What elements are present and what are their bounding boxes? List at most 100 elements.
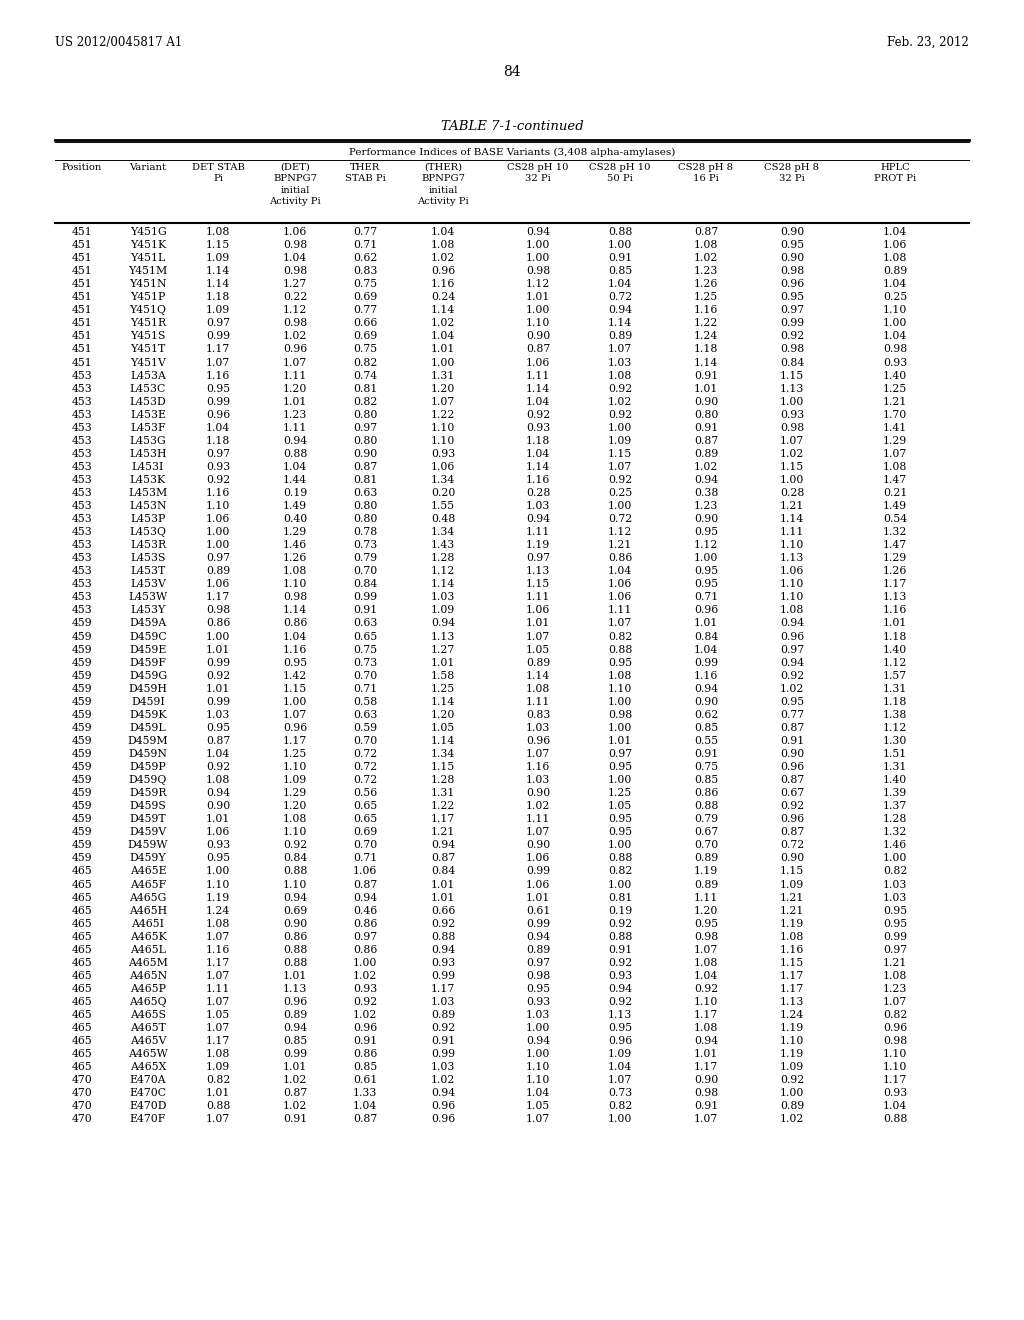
Text: 1.07: 1.07 (526, 828, 550, 837)
Text: US 2012/0045817 A1: US 2012/0045817 A1 (55, 36, 182, 49)
Text: 1.15: 1.15 (608, 449, 632, 459)
Text: 0.95: 0.95 (780, 240, 804, 249)
Text: 0.62: 0.62 (353, 253, 377, 263)
Text: 453: 453 (72, 579, 92, 589)
Text: 1.08: 1.08 (883, 253, 907, 263)
Text: 0.94: 0.94 (283, 436, 307, 446)
Text: 465: 465 (72, 958, 92, 968)
Text: 1.06: 1.06 (525, 606, 550, 615)
Text: 1.07: 1.07 (526, 631, 550, 642)
Text: 1.04: 1.04 (883, 1101, 907, 1111)
Text: 1.02: 1.02 (353, 970, 377, 981)
Text: 0.98: 0.98 (526, 267, 550, 276)
Text: 1.39: 1.39 (883, 788, 907, 799)
Text: 1.26: 1.26 (883, 566, 907, 577)
Text: 1.01: 1.01 (206, 1088, 230, 1098)
Text: 0.94: 0.94 (431, 619, 455, 628)
Text: 1.06: 1.06 (206, 828, 230, 837)
Text: 0.87: 0.87 (694, 227, 718, 238)
Text: 0.93: 0.93 (780, 409, 804, 420)
Text: 1.46: 1.46 (883, 841, 907, 850)
Text: 1.03: 1.03 (525, 775, 550, 785)
Text: 0.66: 0.66 (353, 318, 377, 329)
Text: 1.23: 1.23 (283, 409, 307, 420)
Text: D459A: D459A (129, 619, 167, 628)
Text: 0.96: 0.96 (431, 1101, 455, 1111)
Text: 1.40: 1.40 (883, 775, 907, 785)
Text: 1.20: 1.20 (283, 384, 307, 393)
Text: 1.17: 1.17 (431, 983, 455, 994)
Text: 0.96: 0.96 (608, 1036, 632, 1045)
Text: 1.42: 1.42 (283, 671, 307, 681)
Text: 1.20: 1.20 (431, 710, 456, 719)
Text: 1.00: 1.00 (608, 1114, 632, 1125)
Text: 1.12: 1.12 (694, 540, 718, 550)
Text: D459P: D459P (130, 762, 166, 772)
Text: 0.82: 0.82 (883, 1010, 907, 1020)
Text: 1.04: 1.04 (431, 331, 455, 342)
Text: 1.12: 1.12 (883, 723, 907, 733)
Text: 0.94: 0.94 (431, 945, 455, 954)
Text: 1.06: 1.06 (883, 240, 907, 249)
Text: 0.94: 0.94 (694, 1036, 718, 1045)
Text: 0.88: 0.88 (206, 1101, 230, 1111)
Text: 0.86: 0.86 (353, 919, 377, 929)
Text: 1.16: 1.16 (206, 488, 230, 498)
Text: 0.95: 0.95 (283, 657, 307, 668)
Text: CS28 pH 10
50 Pi: CS28 pH 10 50 Pi (589, 162, 650, 183)
Text: 1.07: 1.07 (694, 1114, 718, 1125)
Text: 0.88: 0.88 (283, 449, 307, 459)
Text: 1.14: 1.14 (206, 267, 230, 276)
Text: 459: 459 (72, 657, 92, 668)
Text: 0.82: 0.82 (353, 358, 377, 367)
Text: 0.82: 0.82 (608, 631, 632, 642)
Text: 84: 84 (503, 65, 521, 79)
Text: 0.95: 0.95 (780, 292, 804, 302)
Text: 1.04: 1.04 (526, 449, 550, 459)
Text: 0.28: 0.28 (525, 488, 550, 498)
Text: 459: 459 (72, 684, 92, 694)
Text: 0.85: 0.85 (608, 267, 632, 276)
Text: L453F: L453F (130, 422, 166, 433)
Text: 0.87: 0.87 (206, 737, 230, 746)
Text: 0.84: 0.84 (780, 358, 804, 367)
Text: 0.88: 0.88 (883, 1114, 907, 1125)
Text: 1.08: 1.08 (694, 958, 718, 968)
Text: 1.01: 1.01 (883, 619, 907, 628)
Text: E470D: E470D (129, 1101, 167, 1111)
Text: 1.00: 1.00 (525, 1023, 550, 1034)
Text: 1.10: 1.10 (694, 997, 718, 1007)
Text: 1.17: 1.17 (694, 1010, 718, 1020)
Text: 0.75: 0.75 (353, 280, 377, 289)
Text: L453R: L453R (130, 540, 166, 550)
Text: 0.80: 0.80 (353, 502, 377, 511)
Text: 0.96: 0.96 (526, 737, 550, 746)
Text: 453: 453 (72, 606, 92, 615)
Text: 1.02: 1.02 (283, 1101, 307, 1111)
Text: 1.14: 1.14 (431, 305, 455, 315)
Text: 1.00: 1.00 (206, 631, 230, 642)
Text: 1.00: 1.00 (525, 253, 550, 263)
Text: L453P: L453P (130, 513, 166, 524)
Text: 1.29: 1.29 (283, 527, 307, 537)
Text: 1.07: 1.07 (206, 997, 230, 1007)
Text: 1.00: 1.00 (525, 240, 550, 249)
Text: D459K: D459K (129, 710, 167, 719)
Text: 1.05: 1.05 (526, 644, 550, 655)
Text: 0.90: 0.90 (780, 748, 804, 759)
Text: 1.13: 1.13 (525, 566, 550, 577)
Text: 1.02: 1.02 (353, 1010, 377, 1020)
Text: 0.82: 0.82 (608, 866, 632, 876)
Text: 0.70: 0.70 (694, 841, 718, 850)
Text: 0.91: 0.91 (608, 945, 632, 954)
Text: 1.01: 1.01 (283, 1063, 307, 1072)
Text: Y451S: Y451S (130, 331, 166, 342)
Text: Y451M: Y451M (128, 267, 168, 276)
Text: 1.10: 1.10 (431, 436, 456, 446)
Text: 1.28: 1.28 (431, 775, 456, 785)
Text: 0.80: 0.80 (353, 436, 377, 446)
Text: 0.59: 0.59 (353, 723, 377, 733)
Text: L453I: L453I (132, 462, 164, 471)
Text: 465: 465 (72, 997, 92, 1007)
Text: 0.78: 0.78 (353, 527, 377, 537)
